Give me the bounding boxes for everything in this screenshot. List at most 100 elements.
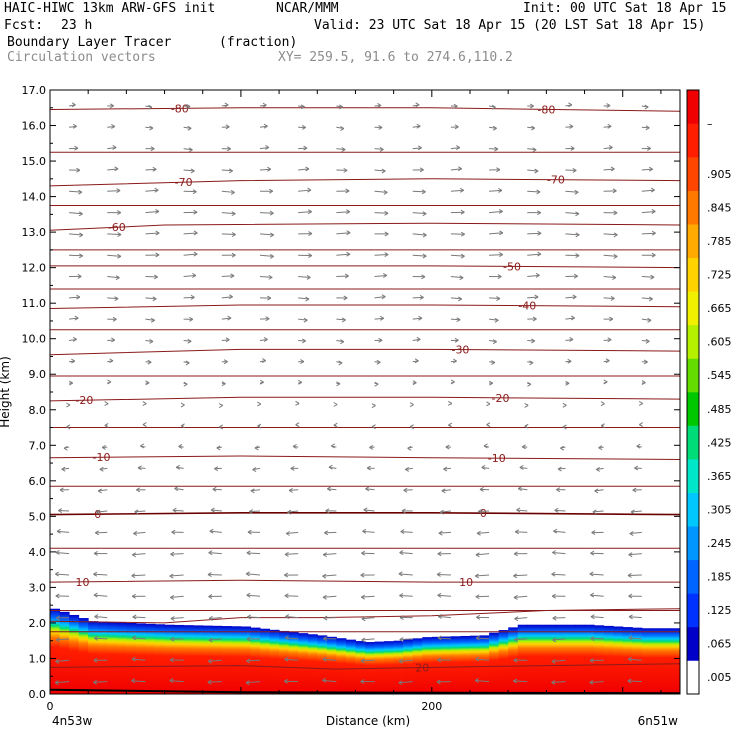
wind-vector-head bbox=[634, 465, 639, 471]
wind-vector-head bbox=[257, 401, 262, 407]
wind-vector-head bbox=[109, 103, 114, 109]
wind-vector-head bbox=[142, 422, 147, 427]
wind-vector-head bbox=[175, 464, 180, 470]
wind-vector-head bbox=[551, 571, 556, 577]
wind-vector bbox=[94, 637, 108, 640]
wind-vector-head bbox=[600, 423, 605, 429]
wind-vector-head bbox=[398, 680, 403, 686]
wind-vector-head bbox=[475, 656, 480, 662]
wind-vector bbox=[55, 681, 70, 684]
wind-vector bbox=[284, 553, 299, 555]
wind-vector-head bbox=[54, 680, 59, 686]
wind-vector-head bbox=[535, 272, 540, 278]
wind-vector bbox=[565, 296, 577, 299]
isotherm-label: -80 bbox=[171, 102, 189, 115]
wind-vector bbox=[627, 574, 642, 576]
wind-vector-head bbox=[398, 658, 403, 664]
wind-vector bbox=[93, 573, 108, 576]
wind-vector-head bbox=[591, 530, 596, 536]
wind-vector-head bbox=[183, 381, 188, 387]
isotherm-label: -20 bbox=[75, 394, 93, 407]
wind-vector-head bbox=[534, 294, 539, 300]
wind-vector bbox=[514, 638, 528, 641]
tracer-column bbox=[450, 636, 461, 694]
y-tick-label: 5.0 bbox=[29, 510, 47, 523]
wind-vector-head bbox=[651, 230, 656, 236]
wind-vector-head bbox=[565, 380, 570, 386]
wind-vector-head bbox=[630, 509, 635, 515]
tracer-column bbox=[317, 635, 328, 694]
wind-vector-head bbox=[307, 209, 312, 215]
wind-vector-head bbox=[422, 211, 427, 217]
valid-time: Valid: 23 UTC Sat 18 Apr 15 (20 LST Sat … bbox=[314, 18, 706, 33]
wind-vector-head bbox=[636, 443, 641, 449]
wind-vector bbox=[132, 616, 146, 619]
tracer-column bbox=[307, 634, 318, 694]
x-axis-label: Distance (km) bbox=[326, 714, 410, 728]
wind-vector-head bbox=[551, 680, 556, 685]
wind-vector-head bbox=[257, 423, 262, 429]
isotherm-label: -30 bbox=[451, 344, 469, 357]
wind-vector-head bbox=[645, 125, 650, 131]
wind-vector bbox=[489, 254, 503, 256]
colorbar-swatch bbox=[687, 358, 699, 393]
wind-vector-head bbox=[214, 466, 219, 472]
wind-vector bbox=[55, 573, 70, 576]
wind-vector bbox=[399, 638, 413, 641]
isotherm-line bbox=[50, 348, 680, 356]
wind-vector bbox=[412, 147, 422, 150]
wind-vector bbox=[107, 297, 119, 300]
wind-vector bbox=[475, 658, 490, 661]
wind-vector-head bbox=[55, 659, 60, 664]
wind-vector bbox=[565, 233, 580, 236]
wind-vector-head bbox=[231, 211, 236, 217]
tracer-column bbox=[622, 627, 633, 694]
wind-vector-head bbox=[263, 123, 268, 129]
wind-vector bbox=[475, 679, 490, 683]
wind-vector bbox=[440, 510, 451, 513]
model-title: HAIC-HIWC 13km ARW-GFS init bbox=[4, 1, 216, 16]
wind-vector-head bbox=[187, 338, 192, 344]
wind-vector bbox=[107, 168, 119, 171]
wind-vector-head bbox=[248, 509, 253, 514]
wind-vector bbox=[398, 681, 413, 684]
wind-vector-head bbox=[632, 487, 637, 493]
wind-vector bbox=[641, 318, 652, 321]
wind-vector bbox=[336, 318, 346, 321]
wind-vector-head bbox=[323, 636, 328, 642]
wind-vector-head bbox=[71, 102, 76, 108]
isotherm-label: -70 bbox=[175, 176, 193, 189]
wind-vector-head bbox=[574, 189, 579, 195]
wind-vector-head bbox=[218, 403, 223, 408]
wind-vector-head bbox=[134, 509, 139, 515]
wind-vector bbox=[93, 681, 108, 683]
tracer-column bbox=[155, 624, 166, 694]
wind-vector-head bbox=[436, 572, 441, 577]
wind-vector bbox=[259, 233, 274, 236]
wind-vector-head bbox=[149, 339, 154, 344]
tracer-column bbox=[670, 628, 680, 694]
wind-vector-head bbox=[93, 571, 98, 577]
isotherm-label: -50 bbox=[503, 260, 521, 273]
wind-vector-head bbox=[610, 296, 615, 301]
wind-vector bbox=[323, 595, 337, 598]
wind-vector-head bbox=[570, 146, 575, 151]
wind-vector-head bbox=[590, 614, 595, 620]
wind-vector-head bbox=[569, 124, 574, 129]
wind-vector-head bbox=[497, 274, 502, 280]
tracer-column bbox=[660, 628, 671, 694]
wind-vector bbox=[210, 509, 222, 512]
wind-vector-head bbox=[341, 147, 346, 153]
wind-vector-head bbox=[476, 614, 481, 620]
wind-vector-head bbox=[76, 167, 81, 173]
wind-vector-head bbox=[421, 274, 426, 280]
wind-vector-head bbox=[333, 402, 338, 407]
wind-vector bbox=[627, 680, 642, 683]
wind-vector-head bbox=[639, 422, 644, 427]
wind-vector-head bbox=[499, 230, 504, 236]
tracer-column bbox=[145, 623, 156, 694]
wind-vector bbox=[131, 658, 146, 661]
tracer-column bbox=[336, 638, 347, 694]
wind-vector-head bbox=[629, 531, 634, 536]
